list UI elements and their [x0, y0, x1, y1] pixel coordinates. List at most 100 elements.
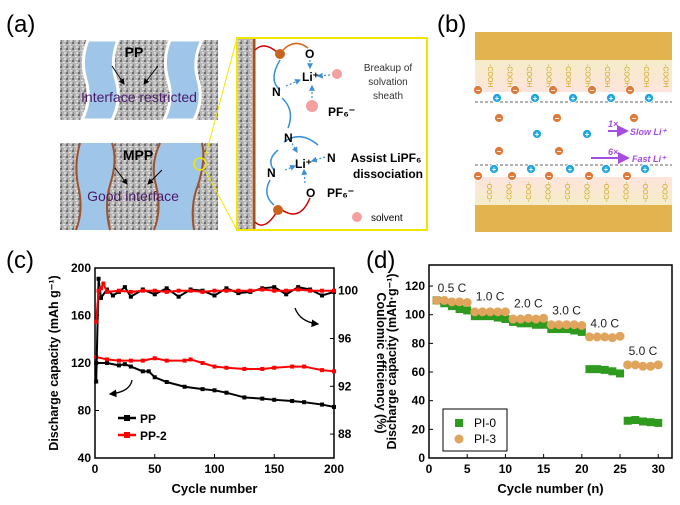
- data-point-pi-3: [516, 314, 526, 324]
- legend-label: PP: [140, 412, 156, 426]
- panel-label-d: (d): [366, 247, 395, 274]
- minus-sign: −: [497, 114, 502, 123]
- coo-group: -COO-: [663, 181, 670, 202]
- cooh-group: -COOH: [642, 64, 649, 87]
- minus-sign: −: [587, 172, 592, 181]
- data-point: [290, 364, 295, 369]
- data-point: [101, 281, 106, 286]
- zoom-circle: [193, 157, 207, 171]
- data-point-pi-3: [439, 295, 449, 305]
- data-point: [224, 390, 229, 395]
- slow-li-label: Slow Li⁺: [630, 127, 668, 137]
- rate-label: 5.0 C: [629, 344, 658, 358]
- chart-rate: 0 5 10 15 20 25 30 0 20 40 60 80 100 120 Cycle number …: [385, 264, 673, 496]
- data-point: [200, 361, 205, 365]
- data-point-pi-3: [653, 360, 663, 370]
- x-axis-label: Cycle number: [172, 481, 258, 496]
- data-point: [320, 368, 325, 373]
- data-point-pi-0: [501, 315, 510, 324]
- lithium-2: Li⁺: [295, 157, 312, 171]
- cation-icon: [492, 93, 502, 103]
- data-point: [146, 369, 151, 374]
- cation-icon: [532, 129, 542, 139]
- coo-group: -COO-: [487, 181, 494, 202]
- data-point-pi-0: [600, 365, 609, 374]
- data-point: [224, 286, 229, 291]
- rate-label: 1.0 C: [476, 289, 505, 303]
- x-tick-label: 10: [499, 462, 513, 476]
- plus-sign: +: [647, 94, 652, 103]
- y-right-axis-label: Coulomic efficiency (%): [374, 293, 388, 434]
- data-point: [94, 319, 99, 324]
- data-point-pi-3: [493, 307, 503, 317]
- y-tick-label: 120: [405, 279, 425, 293]
- anion-icon: [587, 85, 597, 95]
- data-point-pi-3: [470, 307, 480, 317]
- coo-group: -COO-: [546, 181, 553, 202]
- data-point-pi-0: [616, 369, 625, 378]
- data-point-pi-0: [577, 327, 586, 336]
- plus-sign: +: [609, 94, 614, 103]
- plus-sign: +: [571, 94, 576, 103]
- data-point-pi-3: [623, 360, 633, 370]
- fast-li-label: Fast Li⁺: [632, 154, 667, 164]
- series-line-pp: [96, 362, 335, 408]
- data-point: [152, 375, 157, 380]
- data-point-pi-0: [654, 418, 663, 427]
- pf6-2: PF₆⁻: [327, 186, 354, 200]
- data-point-pi-3: [569, 320, 579, 330]
- x-tick-label: 150: [264, 462, 284, 476]
- anion-icon: [473, 171, 483, 181]
- legend-marker: [455, 419, 463, 427]
- anion-icon: [494, 113, 504, 123]
- data-point: [272, 288, 277, 293]
- plus-sign: +: [529, 165, 534, 174]
- data-point: [272, 365, 277, 370]
- data-point: [212, 364, 217, 369]
- panel-label-a: (a): [6, 11, 35, 38]
- data-point: [260, 287, 265, 292]
- data-point: [182, 384, 187, 389]
- legend-marker: [454, 434, 464, 444]
- cation-icon: [644, 93, 654, 103]
- cooh-group: -COOH: [545, 64, 552, 87]
- data-point: [224, 288, 229, 293]
- anion-icon: [625, 85, 635, 95]
- minus-sign: −: [497, 147, 502, 156]
- rate-label: 0.5 C: [438, 281, 467, 295]
- data-point-pi-3: [462, 298, 472, 308]
- anion-icon: [544, 171, 554, 181]
- cooh-group: -COOH: [584, 64, 591, 87]
- anion-icon: [548, 85, 558, 95]
- data-point: [284, 288, 289, 293]
- data-point: [212, 288, 217, 293]
- cooh-group: -COOH: [623, 64, 630, 87]
- legend-box: [442, 408, 508, 452]
- rate-label: 2.0 C: [514, 297, 543, 311]
- data-point: [260, 396, 265, 401]
- data-point-pi-0: [646, 418, 655, 427]
- data-point-pi-0: [539, 320, 548, 329]
- minus-sign: −: [510, 172, 515, 181]
- data-point-pi-0: [493, 313, 502, 322]
- x-tick-label: 30: [652, 462, 666, 476]
- cation-icon: [530, 93, 540, 103]
- oxygen-2: O: [306, 186, 315, 200]
- data-point-pi-0: [585, 365, 594, 374]
- data-point-pi-3: [485, 307, 495, 317]
- x-tick-label: 0: [92, 462, 99, 476]
- data-point: [152, 288, 157, 293]
- y-right-tick-label: 96: [338, 332, 352, 346]
- data-point: [122, 362, 127, 367]
- data-point-pi-3: [646, 361, 656, 371]
- pp-label: PP: [125, 44, 144, 60]
- data-point: [236, 288, 241, 293]
- data-point-pi-0: [631, 416, 640, 425]
- cation-icon: [640, 164, 650, 174]
- anion-icon: [554, 146, 564, 156]
- data-point: [152, 356, 157, 361]
- plus-sign: +: [568, 165, 573, 174]
- cooh-group: -COOH: [486, 64, 493, 87]
